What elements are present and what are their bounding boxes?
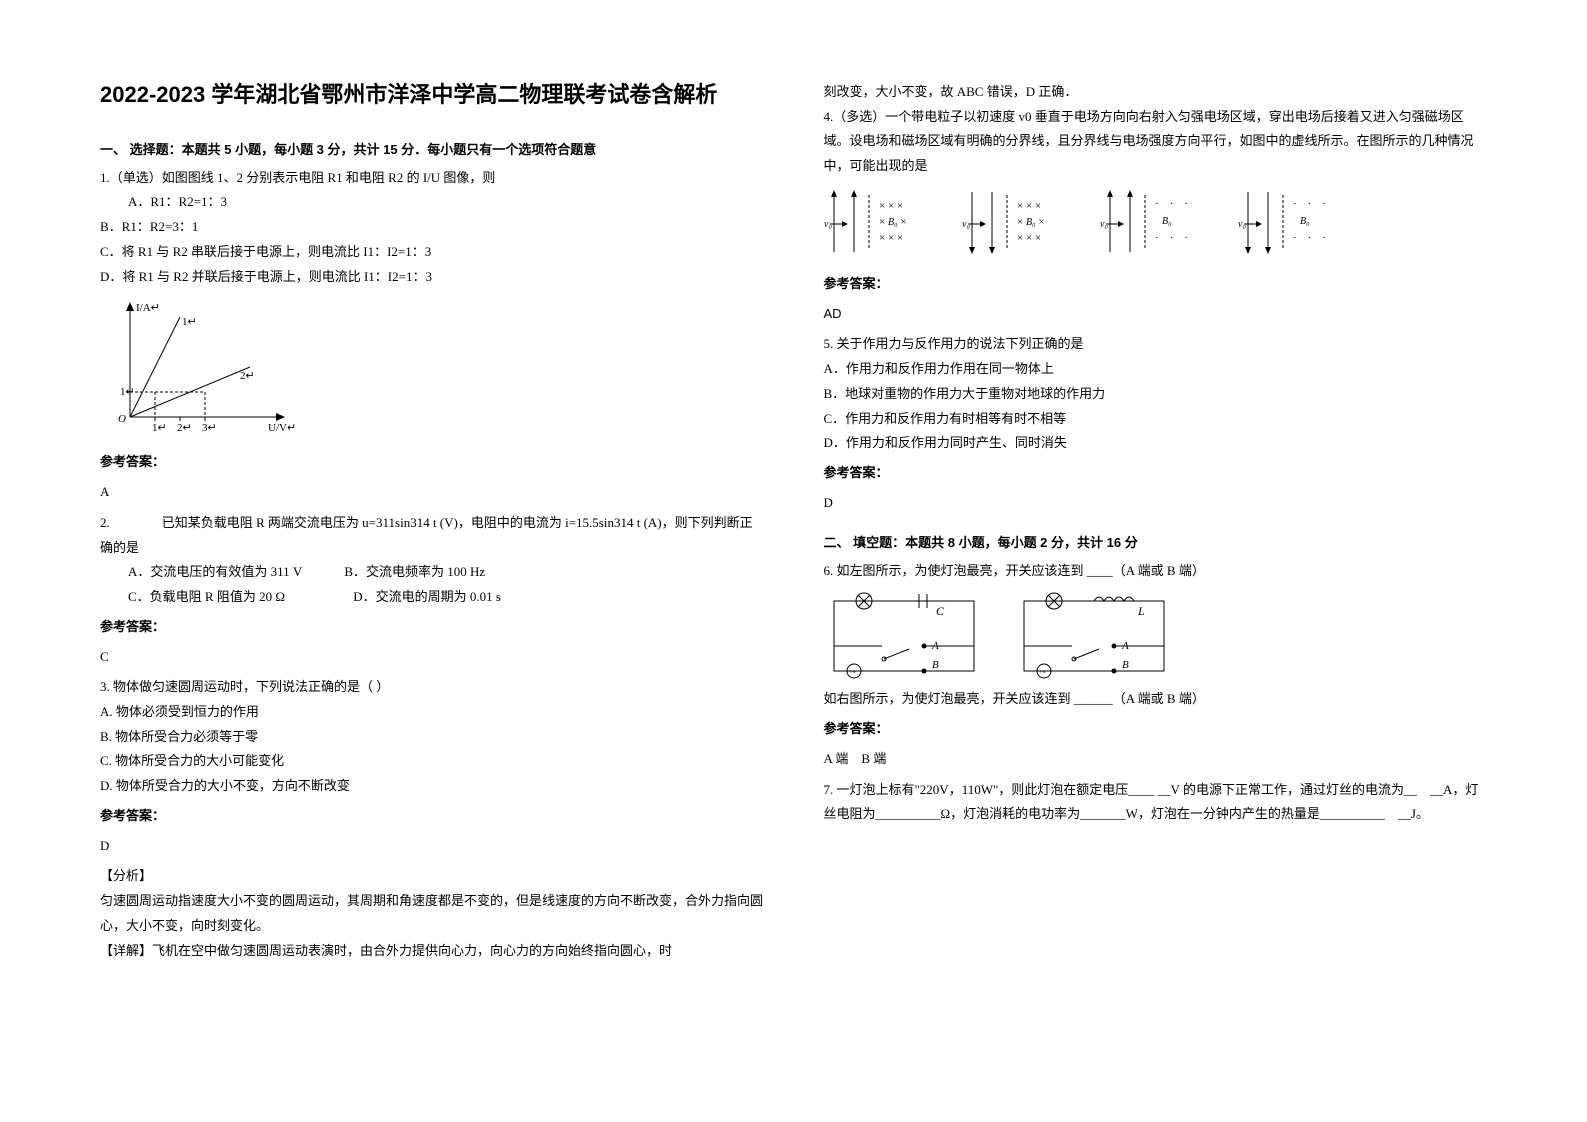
q3-optD: D. 物体所受合力的大小不变，方向不断改变 [100,774,764,799]
q1-graph: I/A↵ U/V↵ O 1↵ 1↵ 2↵ 3↵ 1↵ 2↵ [100,297,764,441]
graph-ylabel: I/A↵ [136,302,160,314]
svg-text:~: ~ [850,666,856,678]
svg-text:× × ×: × × × [1017,200,1041,212]
q2-stem: 2. 已知某负载电阻 R 两端交流电压为 u=311sin314 t (V)，电… [100,511,764,560]
q2-optC: C．负载电阻 R 阻值为 20 Ω [128,589,285,604]
q2-optA: A．交流电压的有效值为 311 V [128,564,302,579]
q3-detail: 【详解】飞机在空中做匀速圆周运动表演时，由合外力提供向心力，向心力的方向始终指向… [100,939,764,964]
q5-optB: B．地球对重物的作用力大于重物对地球的作用力 [824,382,1488,407]
q3-analysis: 匀速圆周运动指速度大小不变的圆周运动，其周期和角速度都是不变的，但是线速度的方向… [100,889,764,938]
q5-optC: C．作用力和反作用力有时相等有时不相等 [824,407,1488,432]
q1-optB: B．R1：R2=3：1 [100,215,764,240]
q2-optsCD: C．负载电阻 R 阻值为 20 Ω D．交流电的周期为 0.01 s [100,585,764,610]
svg-text:B₀: B₀ [1300,216,1310,227]
svg-text:B₀: B₀ [1162,216,1172,227]
q6-stem2: 如右图所示，为使灯泡最亮，开关应该连到 ______（A 端或 B 端） [824,687,1488,712]
q4-fig-d: v₀ · · · B₀ · · · [1238,187,1358,257]
q2-optD: D．交流电的周期为 0.01 s [353,589,501,604]
q7-stem: 7. 一灯泡上标有"220V，110W"，则此灯泡在额定电压____ __V 的… [824,778,1488,827]
svg-text:2↵: 2↵ [240,370,255,382]
q3-detail-label: 【详解】 [100,943,152,958]
q3-analysis-label: 【分析】 [100,864,764,889]
q2-optB: B．交流电频率为 100 Hz [344,564,485,579]
q6-ans-label: 参考答案： [824,718,1488,737]
q3-continue: 刻改变，大小不变，故 ABC 错误，D 正确． [824,80,1488,105]
svg-text:× × ×: × × × [1017,232,1041,244]
q1-optC: C．将 R1 与 R2 串联后接于电源上，则电流比 I1：I2=1：3 [100,240,764,265]
iv-graph-svg: I/A↵ U/V↵ O 1↵ 1↵ 2↵ 3↵ 1↵ 2↵ [100,297,300,437]
svg-text:· · ·: · · · [1293,198,1326,210]
svg-text:3↵: 3↵ [202,422,217,434]
q3-detail-text: 飞机在空中做匀速圆周运动表演时，由合外力提供向心力，向心力的方向始终指向圆心，时 [152,943,672,958]
svg-text:· · ·: · · · [1155,232,1188,244]
q6-circuit-left: C A B ~ [824,591,984,681]
svg-text:× × ×: × × × [879,232,903,244]
q1-optD: D．将 R1 与 R2 并联后接于电源上，则电流比 I1：I2=1：3 [100,265,764,290]
q1-ans-label: 参考答案： [100,451,764,470]
q6-stem: 6. 如左图所示，为使灯泡最亮，开关应该连到 ____（A 端或 B 端） [824,559,1488,584]
section1-heading: 一、 选择题：本题共 5 小题，每小题 3 分，共计 15 分．每小题只有一个选… [100,139,764,158]
graph-xlabel: U/V↵ [268,422,296,434]
q6-ans: A 端 B 端 [824,747,1488,772]
q4-fig-a: v₀ × × × × B₀ × × × × [824,187,944,257]
right-column: 刻改变，大小不变，故 ABC 错误，D 正确． 4.（多选）一个带电粒子以初速度… [824,80,1488,1082]
label-L: L [1137,604,1145,618]
q4-figures: v₀ × × × × B₀ × × × × v₀ × × × × B₀ × × … [824,187,1488,257]
q3-ans-label: 参考答案： [100,805,764,824]
q2-ans-label: 参考答案： [100,616,764,635]
q3-optA: A. 物体必须受到恒力的作用 [100,700,764,725]
q5-optA: A．作用力和反作用力作用在同一物体上 [824,357,1488,382]
q3-optC: C. 物体所受合力的大小可能变化 [100,749,764,774]
q5-stem: 5. 关于作用力与反作用力的说法下列正确的是 [824,332,1488,357]
q3-optB: B. 物体所受合力必须等于零 [100,725,764,750]
q5-ans-label: 参考答案： [824,462,1488,481]
q4-fig-c: v₀ · · · B₀ · · · [1100,187,1220,257]
q1-ans: A [100,480,764,505]
svg-text:~: ~ [1040,666,1046,678]
q2-ans: C [100,645,764,670]
q2-optsAB: A．交流电压的有效值为 311 V B．交流电频率为 100 Hz [100,560,764,585]
svg-text:· · ·: · · · [1293,232,1326,244]
section2-heading: 二、 填空题：本题共 8 小题，每小题 2 分，共计 16 分 [824,532,1488,551]
q3-stem: 3. 物体做匀速圆周运动时，下列说法正确的是（ ） [100,675,764,700]
svg-text:· · ·: · · · [1155,198,1188,210]
q6-circuits: C A B ~ L A B ~ [824,591,1488,681]
q5-ans: D [824,491,1488,516]
q5-optD: D．作用力和反作用力同时产生、同时消失 [824,431,1488,456]
q3-ans: D [100,834,764,859]
svg-text:O: O [118,413,126,425]
svg-text:1↵: 1↵ [120,386,135,398]
left-column: 2022-2023 学年湖北省鄂州市洋泽中学高二物理联考试卷含解析 一、 选择题… [100,80,764,1082]
svg-text:1↵: 1↵ [182,316,197,328]
q4-stem: 4.（多选）一个带电粒子以初速度 v0 垂直于电场方向向右射入匀强电场区域，穿出… [824,105,1488,179]
q1-optA: A．R1：R2=1：3 [100,190,764,215]
svg-text:2↵: 2↵ [177,422,192,434]
q4-ans-label: 参考答案： [824,273,1488,292]
svg-text:1↵: 1↵ [152,422,167,434]
q1-stem: 1.（单选）如图图线 1、2 分别表示电阻 R1 和电阻 R2 的 I/U 图像… [100,166,764,191]
label-C: C [936,604,945,618]
label-B2: B [1122,659,1129,671]
q4-fig-b: v₀ × × × × B₀ × × × × [962,187,1082,257]
q6-circuit-right: L A B ~ [1014,591,1174,681]
svg-text:× × ×: × × × [879,200,903,212]
exam-title: 2022-2023 学年湖北省鄂州市洋泽中学高二物理联考试卷含解析 [100,80,764,111]
svg-text:× B₀ ×: × B₀ × [879,216,907,228]
svg-text:× B₀ ×: × B₀ × [1017,216,1045,228]
q4-ans: AD [824,302,1488,327]
label-B1: B [932,659,939,671]
